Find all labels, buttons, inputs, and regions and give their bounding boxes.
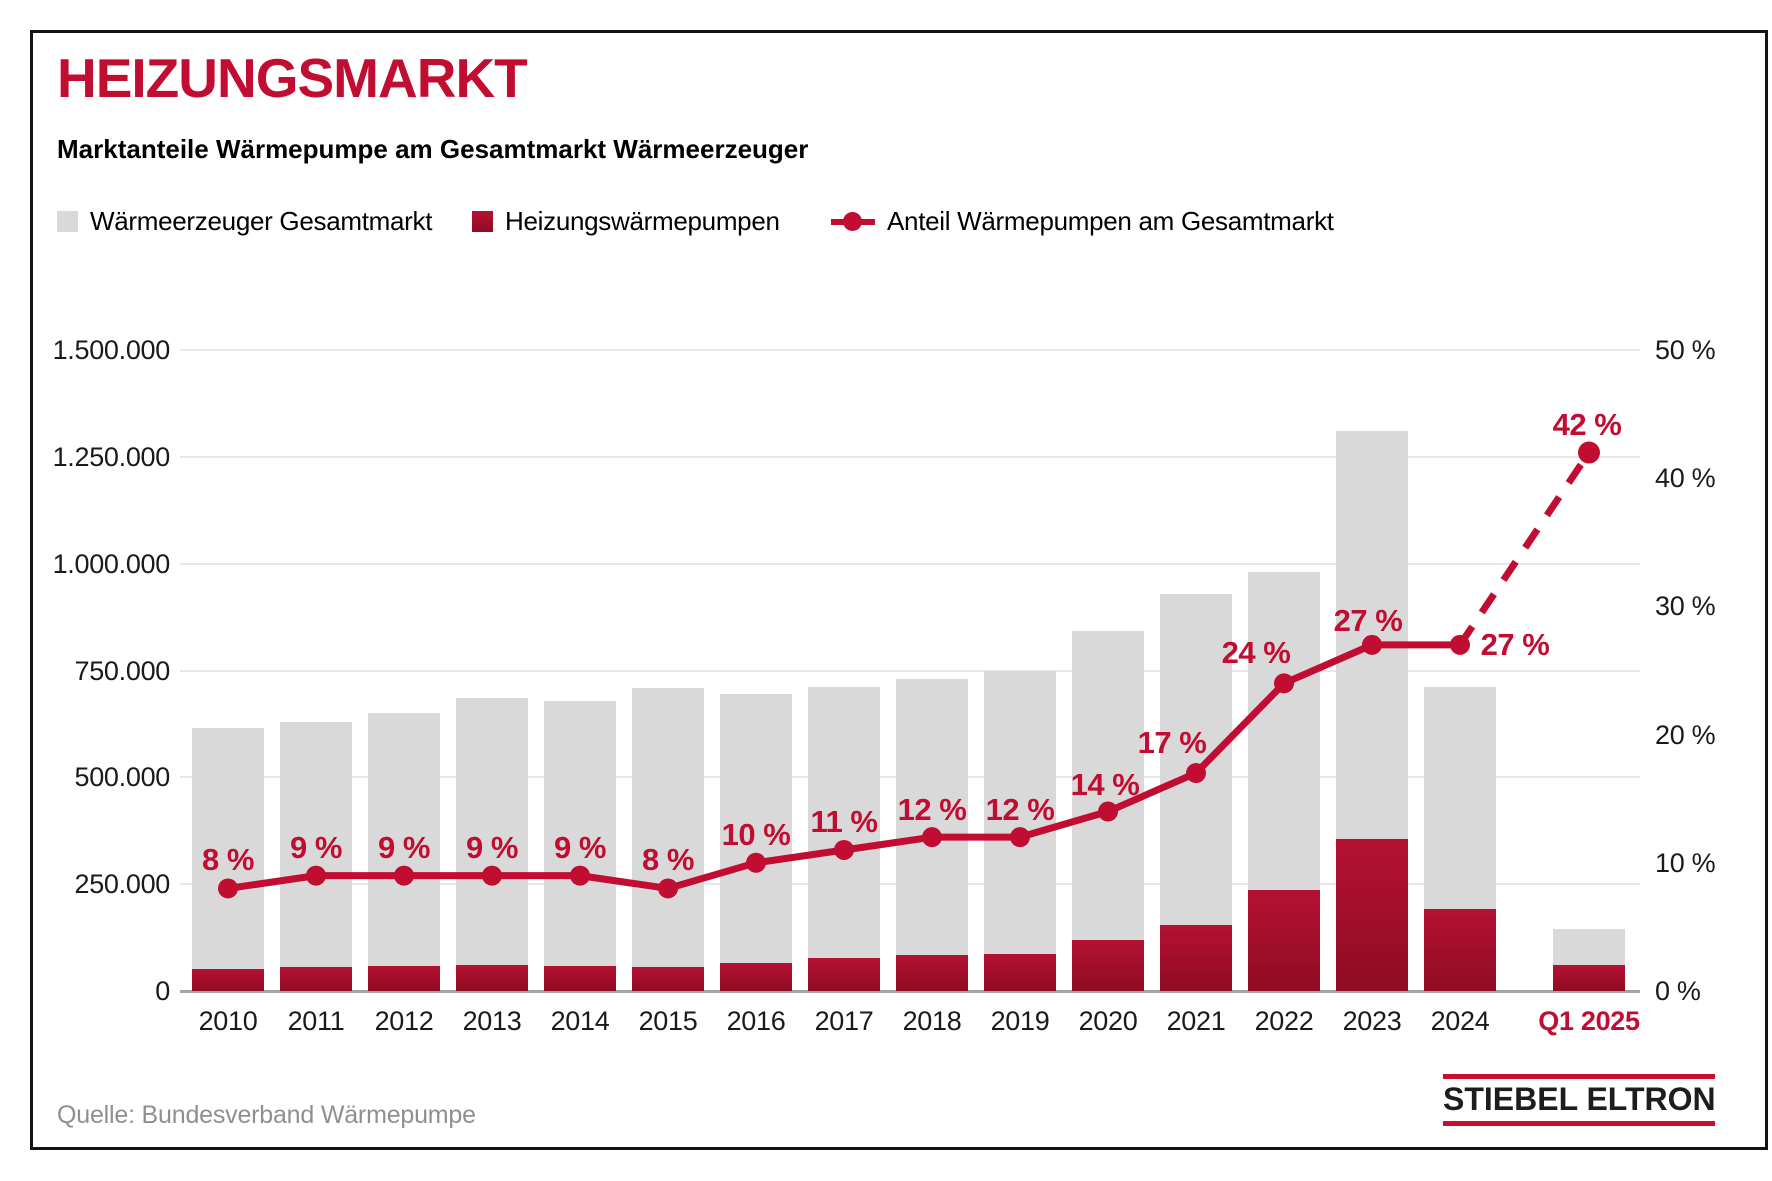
x-label-2023: 2023 (1342, 1006, 1402, 1036)
share-label-2020: 14 % (1070, 766, 1140, 802)
legend-label: Anteil Wärmepumpen am Gesamtmarkt (887, 205, 1334, 236)
y-axis-right-tick-10: 10 % (1655, 847, 1716, 878)
y-axis-left-tick-500.000: 500.000 (74, 762, 171, 793)
bar-heatpump-2014 (544, 966, 616, 991)
gridline-750000 (180, 669, 1640, 672)
y-axis-left-tick-1.500.000: 1.500.000 (52, 335, 171, 365)
x-label-2011: 2011 (287, 1006, 345, 1036)
bar-total-2015 (632, 687, 704, 991)
share-label-2024: 27 % (1480, 626, 1550, 662)
share-label-2014: 9 % (554, 829, 606, 865)
legend-swatch-red-square (472, 210, 493, 232)
y-axis-right-tick-50: 50 % (1655, 335, 1716, 365)
y-axis-left-tick-750.000: 750.000 (74, 655, 171, 686)
legend-swatch-grey-square (57, 210, 78, 232)
bar-heatpump-2012 (368, 965, 440, 991)
y-axis-left-tick-1.250.000: 1.250.000 (52, 441, 171, 472)
share-marker-2024 (1450, 634, 1470, 655)
bar-total-2018 (896, 679, 968, 991)
share-label-2011: 9 % (290, 829, 342, 865)
y-axis-right-tick-40: 40 % (1655, 463, 1716, 494)
gridline-1500000 (180, 349, 1640, 351)
bar-heatpump-2017 (808, 957, 880, 991)
x-label-2014: 2014 (550, 1006, 610, 1036)
bar-heatpump-2019 (984, 954, 1056, 991)
x-label-2012: 2012 (374, 1006, 434, 1036)
bar-total-2020 (1072, 630, 1144, 991)
share-label-2017: 11 % (810, 803, 878, 839)
x-label-2010: 2010 (198, 1006, 258, 1036)
logo-text: STIEBEL ELTRON (1443, 1081, 1716, 1117)
x-label-2013: 2013 (462, 1006, 522, 1036)
y-axis-left-tick-0: 0 (155, 976, 170, 1006)
bar-heatpump-2020 (1072, 939, 1144, 991)
x-label-2021: 2021 (1166, 1006, 1226, 1036)
legend-swatch-line-marker-icon (831, 211, 875, 232)
bar-heatpump-Q1 2025 (1553, 964, 1625, 991)
bar-heatpump-2021 (1160, 925, 1232, 991)
x-label-2017: 2017 (814, 1006, 874, 1036)
legend-item-heat-pumps: Heizungswärmepumpen (472, 205, 780, 236)
bar-heatpump-2024 (1424, 908, 1496, 991)
x-label-2024: 2024 (1430, 1006, 1490, 1036)
share-label-2010: 8 % (202, 842, 254, 878)
bar-heatpump-2011 (280, 966, 352, 991)
x-label-2020: 2020 (1078, 1006, 1138, 1036)
logo-red-line-top (1443, 1074, 1715, 1079)
y-axis-left-tick-250.000: 250.000 (74, 869, 171, 900)
x-label-2018: 2018 (902, 1006, 962, 1036)
share-label-2022: 24 % (1221, 635, 1291, 671)
gridline-1000000 (180, 562, 1640, 565)
page-title: HEIZUNGSMARKT (57, 47, 528, 109)
bar-heatpump-2010 (192, 969, 264, 991)
share-label-2018: 12 % (897, 792, 967, 828)
logo-red-line-bottom (1443, 1121, 1715, 1126)
share-label-2019: 12 % (985, 792, 1055, 828)
share-label-2013: 9 % (466, 829, 518, 865)
bar-total-2019 (984, 670, 1056, 991)
bar-heatpump-2022 (1248, 890, 1320, 991)
share-label-2021: 17 % (1137, 725, 1207, 761)
legend-label: Heizungswärmepumpen (505, 205, 780, 236)
y-axis-right-tick-20: 20 % (1655, 719, 1716, 750)
x-label-2022: 2022 (1254, 1006, 1314, 1036)
x-label-Q1 2025: Q1 2025 (1538, 1006, 1640, 1036)
share-label-2016: 10 % (721, 816, 791, 852)
share-label-2015: 8 % (642, 842, 694, 878)
bar-heatpump-2013 (456, 965, 528, 991)
share-label-2012: 9 % (378, 829, 430, 865)
x-axis-baseline (180, 990, 1640, 993)
legend-item-share-line: Anteil Wärmepumpen am Gesamtmarkt (831, 205, 1334, 236)
legend-item-total-market: Wärmeerzeuger Gesamtmarkt (57, 205, 433, 236)
stiebel-eltron-logo: STIEBEL ELTRON (1443, 1074, 1716, 1126)
y-axis-right-tick-30: 30 % (1655, 591, 1716, 622)
source-note: Quelle: Bundesverband Wärmepumpe (57, 1101, 476, 1129)
gridline-1250000 (180, 455, 1640, 458)
legend-label: Wärmeerzeuger Gesamtmarkt (90, 205, 433, 236)
bar-heatpump-2015 (632, 966, 704, 991)
share-marker-Q1 2025 (1578, 441, 1600, 464)
bar-heatpump-2018 (896, 955, 968, 991)
share-label-Q1 2025: 42 % (1552, 406, 1622, 442)
y-axis-left-tick-1.000.000: 1.000.000 (52, 548, 171, 579)
share-label-2023: 27 % (1333, 602, 1403, 638)
page-subtitle: Marktanteile Wärmepumpe am Gesamtmarkt W… (57, 134, 809, 164)
y-axis-right-tick-0: 0 % (1655, 976, 1701, 1006)
bar-heatpump-2023 (1336, 838, 1408, 991)
share-line-dashed-forecast (1457, 450, 1592, 647)
x-label-2016: 2016 (726, 1006, 786, 1036)
bar-heatpump-2016 (720, 962, 792, 991)
x-label-2019: 2019 (990, 1006, 1050, 1036)
x-label-2015: 2015 (638, 1006, 698, 1036)
